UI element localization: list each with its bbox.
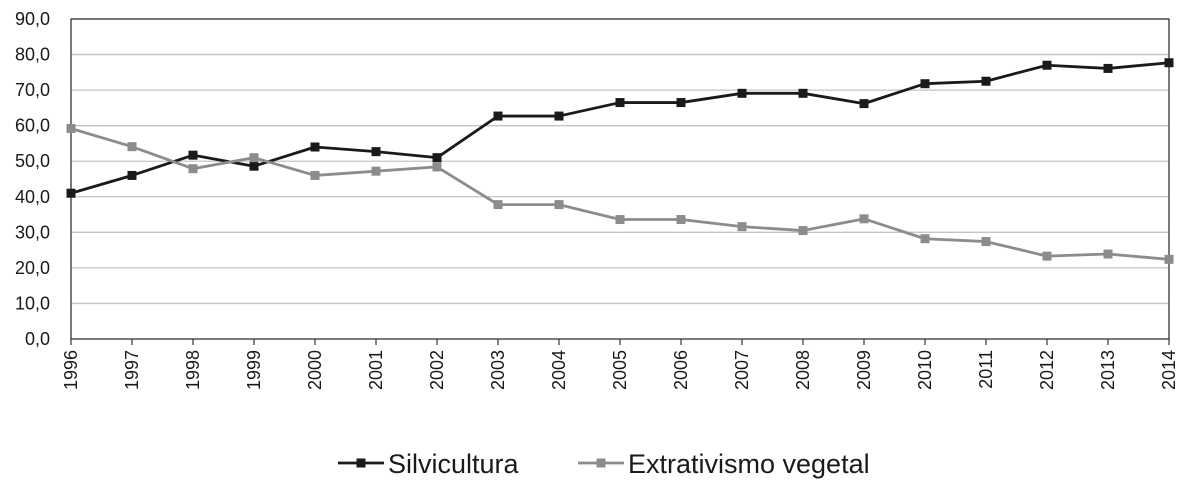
- data-point: [859, 214, 869, 224]
- y-tick-label: 90,0: [15, 9, 50, 29]
- data-point: [371, 147, 381, 157]
- x-tick-label: 2002: [427, 350, 447, 390]
- data-point: [1103, 249, 1113, 259]
- y-tick-label: 50,0: [15, 151, 50, 171]
- data-point: [920, 79, 930, 89]
- data-point: [737, 88, 747, 98]
- data-point: [798, 226, 808, 236]
- y-axis-tick-labels: 0,0 10,0 20,0 30,0 40,0 50,0 60,0 70,0 80,0 90,0: [15, 9, 50, 349]
- y-tick-label: 10,0: [15, 293, 50, 313]
- legend-label: Silvicultura: [388, 449, 520, 479]
- data-point: [188, 150, 198, 160]
- x-tick-label: 2013: [1098, 350, 1118, 390]
- x-tick-label: 1998: [183, 350, 203, 390]
- legend-marker: [596, 458, 606, 468]
- x-tick-label: 2009: [854, 350, 874, 390]
- series-line: [70, 61, 1170, 195]
- data-point: [127, 170, 137, 180]
- data-point: [1042, 60, 1052, 70]
- data-point: [249, 153, 259, 163]
- y-tick-label: 0,0: [25, 329, 50, 349]
- y-tick-label: 40,0: [15, 187, 50, 207]
- x-tick-label: 1996: [61, 350, 81, 390]
- data-point: [310, 170, 320, 180]
- x-tick-label: 2000: [305, 350, 325, 390]
- x-tick-label: 2004: [549, 350, 569, 390]
- data-point: [554, 111, 564, 121]
- plot-frame: [70, 18, 1170, 340]
- data-point: [493, 111, 503, 121]
- x-tick-label: 2003: [488, 350, 508, 390]
- x-tick-label: 2008: [793, 350, 813, 390]
- data-point: [249, 161, 259, 171]
- axes: [70, 18, 1170, 345]
- legend-marker: [356, 458, 366, 468]
- data-point: [798, 88, 808, 98]
- legend: Silvicultura Extrativismo vegetal: [338, 449, 870, 479]
- data-point: [615, 215, 625, 225]
- data-point: [859, 99, 869, 109]
- data-point: [1164, 254, 1174, 264]
- data-point: [1164, 58, 1174, 68]
- data-point: [127, 142, 137, 152]
- x-tick-label: 2001: [366, 350, 386, 390]
- data-series: [66, 58, 1174, 264]
- data-point: [432, 162, 442, 172]
- x-tick-label: 2011: [976, 350, 996, 389]
- x-tick-label: 2007: [732, 350, 752, 390]
- x-tick-label: 2010: [915, 350, 935, 390]
- data-point: [493, 200, 503, 210]
- data-point: [676, 98, 686, 108]
- data-point: [737, 222, 747, 232]
- y-tick-label: 20,0: [15, 258, 50, 278]
- data-point: [66, 124, 76, 134]
- y-tick-label: 80,0: [15, 45, 50, 65]
- x-axis-tick-labels: 1996 1997 1998 1999 2000 2001 2002 2003 2004 2005…: [61, 350, 1179, 390]
- data-point: [981, 76, 991, 86]
- x-tick-label: 2014: [1159, 350, 1179, 390]
- x-tick-label: 1999: [244, 350, 264, 390]
- series-line: [70, 127, 1170, 261]
- x-tick-label: 1997: [122, 350, 142, 390]
- x-tick-label: 2006: [671, 350, 691, 390]
- data-point: [432, 153, 442, 163]
- data-point: [66, 188, 76, 198]
- data-point: [310, 142, 320, 152]
- data-point: [981, 237, 991, 247]
- legend-label: Extrativismo vegetal: [628, 449, 870, 479]
- x-tick-label: 2005: [610, 350, 630, 390]
- data-point: [615, 98, 625, 108]
- data-point: [676, 215, 686, 225]
- data-point: [920, 234, 930, 244]
- y-tick-label: 30,0: [15, 222, 50, 242]
- data-point: [1042, 251, 1052, 261]
- data-point: [371, 166, 381, 176]
- data-point: [188, 164, 198, 174]
- data-point: [554, 200, 564, 210]
- x-tick-label: 2012: [1037, 350, 1057, 390]
- y-tick-label: 70,0: [15, 80, 50, 100]
- data-point: [1103, 63, 1113, 73]
- y-tick-label: 60,0: [15, 116, 50, 136]
